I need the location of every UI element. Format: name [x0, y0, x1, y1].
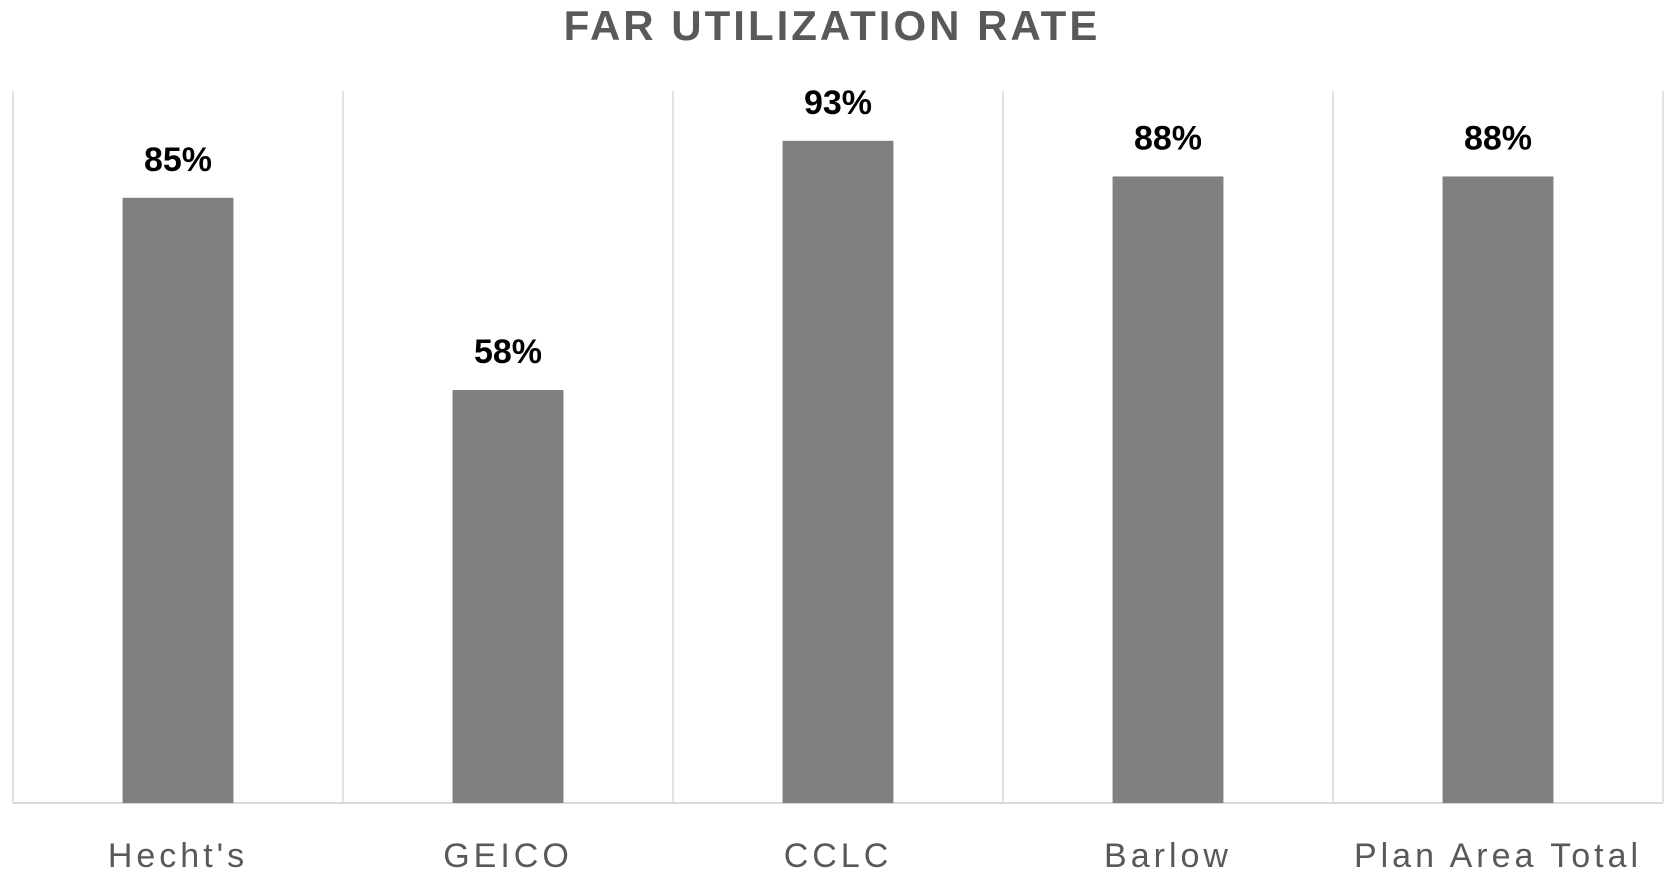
bar [1112, 176, 1224, 803]
data-label: 93% [804, 84, 872, 122]
x-tick-label: Plan Area Total [1354, 837, 1642, 875]
data-label: 58% [474, 333, 542, 371]
bar [452, 390, 564, 803]
x-tick-label: Hecht's [108, 837, 248, 875]
chart-title: FAR UTILIZATION RATE [564, 2, 1101, 49]
data-label: 88% [1464, 119, 1532, 157]
x-tick-label: CCLC [784, 837, 893, 875]
bar [1442, 176, 1554, 803]
x-tick-label: GEICO [443, 837, 573, 875]
bar [122, 197, 234, 804]
x-tick-label: Barlow [1104, 837, 1232, 875]
bar [782, 140, 894, 804]
data-label: 85% [144, 141, 212, 179]
data-label: 88% [1134, 119, 1202, 157]
